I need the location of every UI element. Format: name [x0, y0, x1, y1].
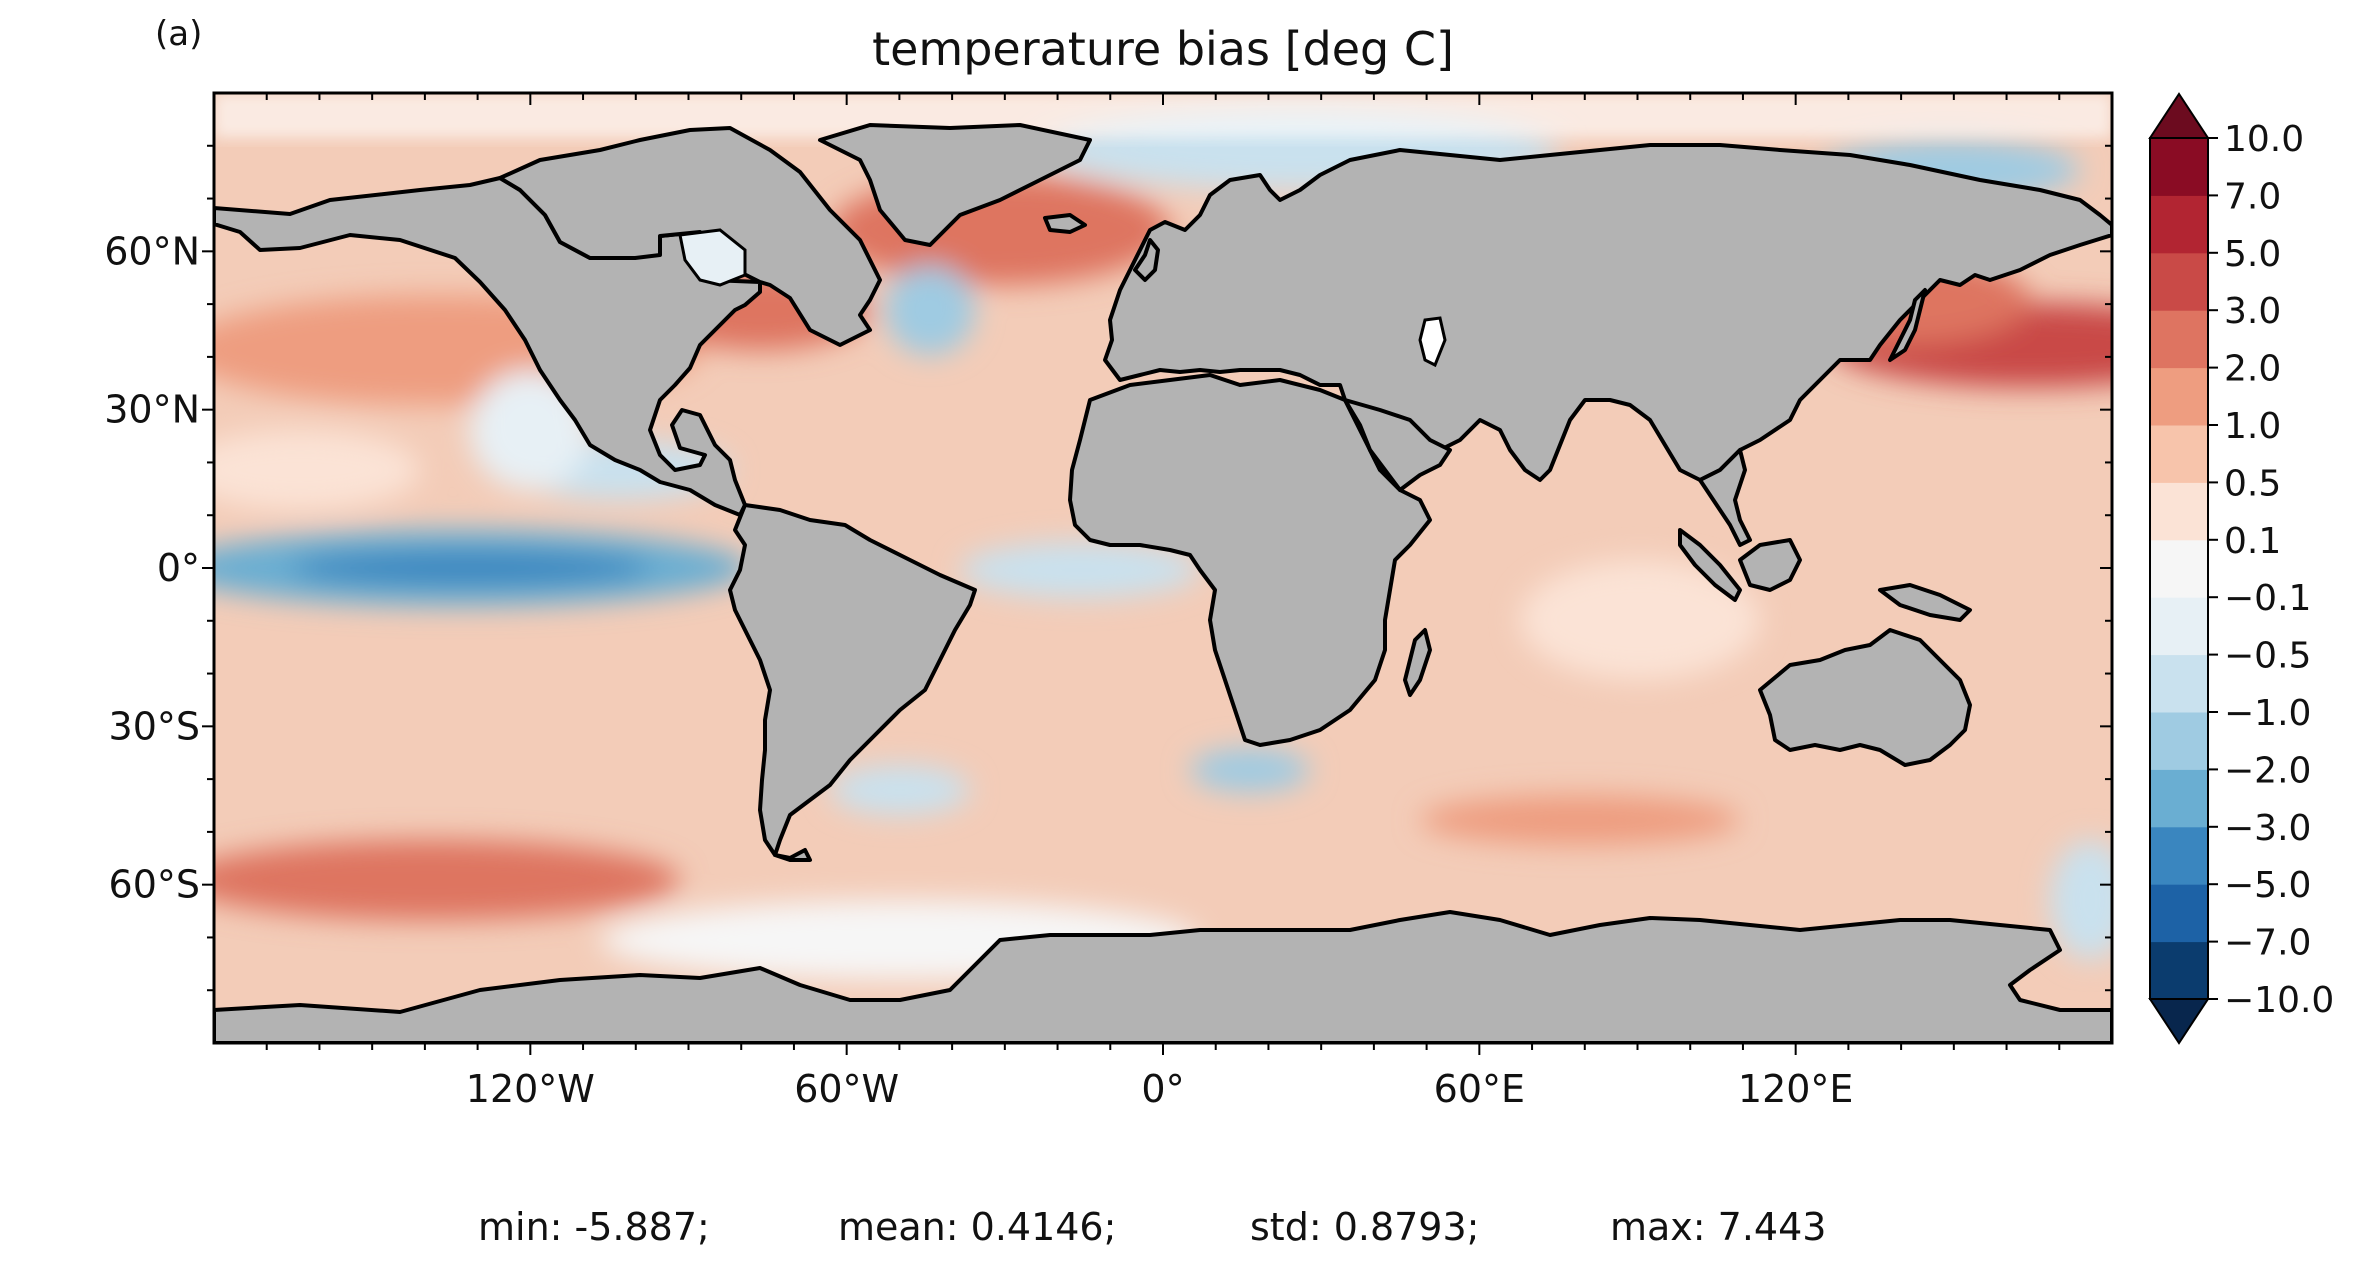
colorbar-segment [2150, 310, 2208, 369]
colorbar-segment [2150, 826, 2208, 885]
colorbar-tick-label: −5.0 [2224, 865, 2311, 906]
y-tick-label: 30°S [109, 704, 200, 748]
europe-asia-land [1103, 143, 2112, 482]
colorbar-tick-label: −1.0 [2224, 693, 2311, 734]
greenland-land [818, 123, 1092, 247]
colorbar-tick-label: 1.0 [2224, 406, 2281, 447]
x-tick-label: 120°E [1738, 1067, 1854, 1111]
colorbar-tick-label: −2.0 [2224, 750, 2311, 791]
equatorial-pacific-cold-core [290, 550, 650, 586]
colorbar-tick-label: 10.0 [2224, 119, 2304, 160]
colorbar: −10.0 −7.0 −5.0 −3.0 −2.0 −1.0 −0.5 −0.1 0.1 0.5 1… [2148, 92, 2334, 1045]
hudson-bay [678, 228, 747, 287]
stat-mean: mean: 0.4146; [838, 1205, 1116, 1249]
southern-pacific-cold-edge [2050, 840, 2112, 960]
south-atlantic-cold-2 [1190, 748, 1310, 792]
colorbar-tick-label: 2.0 [2224, 349, 2281, 390]
colorbar-over-extension [2148, 92, 2210, 139]
x-tick-label: 60°W [794, 1067, 899, 1111]
colorbar-tick-label: −10.0 [2224, 980, 2334, 1021]
colorbar-segment [2150, 884, 2208, 943]
colorbar-tick-label: −7.0 [2224, 923, 2311, 964]
colorbar-segment [2150, 941, 2208, 1000]
colorbar-tick-label: 3.0 [2224, 291, 2281, 332]
colorbar-tick-label: −0.1 [2224, 578, 2311, 619]
stat-max: max: 7.443 [1610, 1205, 1826, 1249]
colorbar-outline [2149, 137, 2209, 1000]
colorbar-tick-label: −0.5 [2224, 636, 2311, 677]
colorbar-under-extension [2148, 998, 2210, 1045]
panel-label: (a) [155, 14, 202, 54]
japan-land [1888, 288, 1927, 362]
colorbar-segment [2150, 654, 2208, 713]
indochina-land [1698, 448, 1752, 547]
indian-ocean-neutral [1520, 560, 1760, 680]
south-atlantic-cold-1 [830, 765, 970, 815]
y-tick-label: 60°S [109, 863, 200, 907]
colorbar-tick-label: 0.1 [2224, 521, 2281, 562]
madagascar-land [1403, 628, 1432, 697]
y-tick-label: 0° [157, 546, 200, 590]
x-tick-label: 0° [1141, 1067, 1184, 1111]
colorbar-segment [2150, 597, 2208, 656]
colorbar-segment [2150, 138, 2208, 196]
y-tick-label: 30°N [104, 388, 200, 432]
borneo-land [1738, 538, 1802, 592]
southern-ocean-warm-indian [1420, 795, 1740, 845]
colorbar-segment [2150, 482, 2208, 541]
equatorial-atlantic-cold [960, 542, 1200, 598]
colorbar-tick-label: 0.5 [2224, 463, 2281, 504]
colorbar-segment [2150, 425, 2208, 483]
new-guinea-land [1878, 583, 1972, 622]
x-tick-label: 120°W [466, 1067, 595, 1111]
colorbar-segment [2150, 539, 2208, 598]
axis-ticks: 120°W 60°W 0° 60°E 120°E 60°N 30°N 0° 30°S 60°S [104, 93, 2112, 1111]
x-tick-label: 60°E [1434, 1067, 1525, 1111]
colorbar-tick-label: 7.0 [2224, 176, 2281, 217]
colorbar-segment [2150, 769, 2208, 828]
antarctica-land [214, 910, 2112, 1043]
south-america-land [728, 503, 977, 862]
africa-land [1068, 373, 1432, 747]
southern-ocean-warm-pacific [214, 840, 680, 920]
north-pacific-west-neutral [214, 430, 420, 510]
colorbar-segment [2150, 195, 2208, 254]
australia-land [1758, 628, 1972, 767]
labrador-cold-anomaly [885, 265, 975, 355]
colorbar-tick-label: −3.0 [2224, 808, 2311, 849]
colorbar-segment [2150, 712, 2208, 770]
stat-std: std: 0.8793; [1250, 1205, 1479, 1249]
canadian-arctic-land [498, 126, 882, 347]
uk-land [1133, 238, 1160, 282]
stat-min: min: -5.887; [478, 1205, 710, 1249]
map-title: temperature bias [deg C] [872, 22, 1454, 76]
caspian-sea [1418, 316, 1447, 368]
iceland-land [1043, 213, 1087, 234]
land-masses [214, 123, 2112, 1043]
sumatra-land [1678, 528, 1742, 602]
map-panel [214, 93, 2112, 1043]
arabian-peninsula-land [1343, 398, 1452, 492]
colorbar-segment [2150, 367, 2208, 426]
colorbar-tick-label: 5.0 [2224, 234, 2281, 275]
y-tick-label: 60°N [104, 229, 200, 273]
colorbar-segment [2150, 252, 2208, 311]
